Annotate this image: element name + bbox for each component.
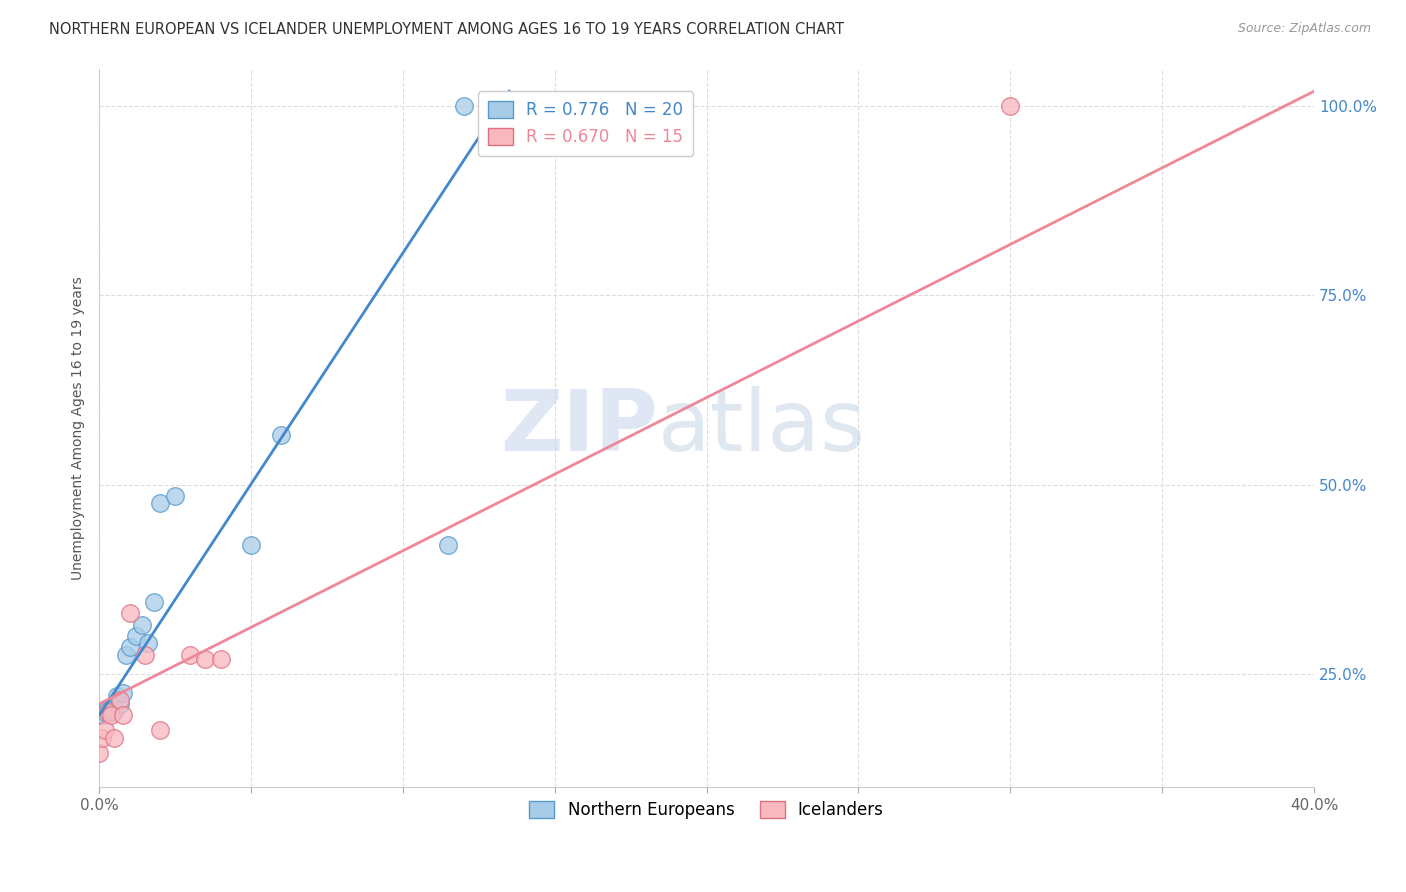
Point: [1000, 99, 1022, 113]
Point: [131, 617, 153, 632]
Point: [100, 700, 122, 714]
Point: [136, 636, 159, 650]
Point: [115, 648, 138, 662]
Point: [149, 496, 172, 510]
Point: [453, 99, 475, 113]
Point: [100, 708, 122, 723]
Point: [134, 648, 156, 662]
Point: [124, 629, 146, 643]
Legend: Northern Europeans, Icelanders: Northern Europeans, Icelanders: [523, 794, 890, 826]
Text: ZIP: ZIP: [501, 386, 658, 469]
Point: [97, 700, 120, 714]
Point: [118, 640, 141, 655]
Point: [112, 708, 135, 723]
Point: [97, 705, 120, 719]
Point: [165, 489, 187, 503]
Point: [194, 651, 217, 665]
Text: atlas: atlas: [658, 386, 866, 469]
Point: [110, 697, 132, 711]
Text: Source: ZipAtlas.com: Source: ZipAtlas.com: [1237, 22, 1371, 36]
Point: [91, 731, 114, 745]
Point: [149, 723, 172, 738]
Point: [240, 538, 263, 552]
Point: [270, 428, 292, 442]
Point: [179, 648, 201, 662]
Point: [112, 685, 135, 699]
Point: [118, 606, 141, 620]
Point: [103, 705, 125, 719]
Point: [105, 690, 128, 704]
Point: [89, 746, 111, 760]
Point: [437, 538, 460, 552]
Point: [103, 731, 125, 745]
Point: [142, 595, 165, 609]
Text: NORTHERN EUROPEAN VS ICELANDER UNEMPLOYMENT AMONG AGES 16 TO 19 YEARS CORRELATIO: NORTHERN EUROPEAN VS ICELANDER UNEMPLOYM…: [49, 22, 845, 37]
Point: [209, 651, 232, 665]
Point: [91, 708, 114, 723]
Point: [94, 723, 117, 738]
Y-axis label: Unemployment Among Ages 16 to 19 years: Unemployment Among Ages 16 to 19 years: [72, 276, 86, 580]
Point: [110, 693, 132, 707]
Point: [94, 705, 117, 719]
